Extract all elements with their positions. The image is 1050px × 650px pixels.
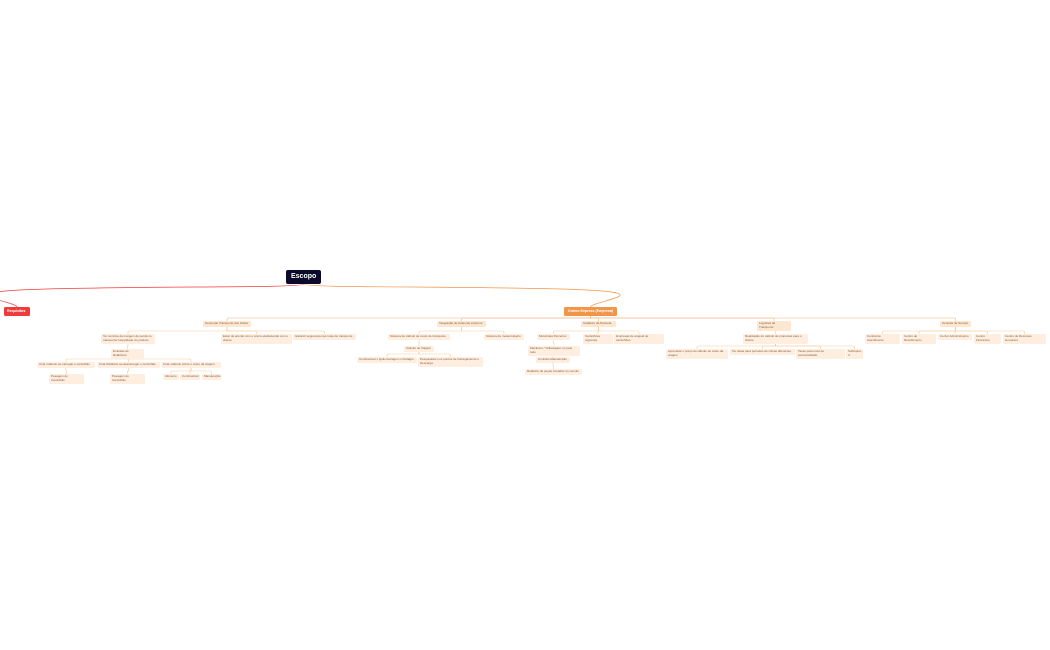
connector-line	[775, 344, 855, 349]
subtopic-mecanico[interactable]: Mecânico / Volkswagen no país todo	[528, 346, 580, 356]
subtopic-rel-carregar[interactable]: Criar relatório ao carregar o caminhão	[37, 362, 95, 368]
subtopic-prazo[interactable]: Estar de acordo com o prazo estabelecido…	[221, 334, 292, 344]
subtopic-pesagem[interactable]: Pesagem do Caminhão	[49, 374, 84, 384]
topic-gerenciar-transporte[interactable]: Gerenciar Transporte dos Grãos	[203, 321, 251, 327]
connector-line	[552, 363, 554, 369]
topic-centrais-servico[interactable]: Centrais de Serviço	[940, 321, 971, 327]
subtopic-calculo-custo[interactable]: Sistema de cálculo de custo de transport…	[388, 334, 450, 340]
subtopic-combustivel[interactable]: Combustível	[180, 374, 200, 380]
subtopic-centro-rh[interactable]: Centro de Recursos Humanos	[1003, 334, 1046, 344]
subtopic-pesquisador[interactable]: Pesquisador nos pontos de Carregamento e…	[418, 357, 483, 367]
connector-line	[127, 358, 192, 362]
subtopic-centro-administrativo[interactable]: Centro Administrativo	[938, 334, 972, 340]
connector-line	[598, 327, 640, 334]
subtopic-empresas-aluguel[interactable]: Empresas de aluguel de caminhões	[614, 334, 664, 344]
connector-line	[189, 368, 192, 374]
subtopic-4[interactable]: Subtópico 4	[846, 349, 863, 359]
topic-ordem-express[interactable]: Ordem Express (Empresa)	[564, 307, 617, 316]
subtopic-relatorios[interactable]: Emissão de Relatórios	[111, 349, 144, 359]
subtopic-relatorio-pecas[interactable]: Relatório de peças trocadas no veículo	[525, 369, 582, 375]
connector-line	[127, 327, 228, 334]
connector-line	[774, 330, 776, 334]
connector-line	[882, 327, 956, 334]
connector-line	[170, 368, 192, 374]
connector-line	[955, 327, 988, 334]
connector-line	[226, 316, 591, 321]
connector-line	[590, 316, 956, 321]
connector-line	[190, 368, 212, 374]
topic-cadastro[interactable]: Cadastro da Parceria	[581, 321, 616, 327]
connector-line	[918, 327, 956, 334]
connector-line	[65, 358, 128, 362]
connector-line	[418, 327, 462, 334]
connector-line	[386, 352, 420, 357]
connector-line	[461, 327, 505, 334]
connector-line	[553, 327, 599, 334]
connector-line	[65, 368, 67, 374]
connector-line	[461, 316, 591, 321]
connector-line	[590, 316, 775, 321]
connector-line	[226, 327, 257, 334]
subtopic-rel-descarregar[interactable]: Criar Relatório ao descarregar o caminhã…	[97, 362, 160, 368]
topic-requisitos[interactable]: Requisitos	[4, 307, 30, 316]
connector-line	[127, 344, 129, 349]
subtopic-manutencao[interactable]: Manutenção	[202, 374, 221, 380]
connector-line	[955, 327, 1025, 334]
subtopic-calculo-viagem[interactable]: Cálculo de Viagem	[404, 346, 434, 352]
connector-line	[226, 327, 325, 334]
subtopic-combustivel-km[interactable]: Combustível x Quilometragem x Pedágio	[357, 357, 417, 363]
connector-line	[762, 344, 776, 349]
subtopic-margem-perda[interactable]: Ter controle da margem de perda no trans…	[101, 334, 155, 344]
subtopic-centro-recebimento[interactable]: Centro de Recebimento	[902, 334, 936, 344]
subtopic-meteorologico[interactable]: Sistema de meteorológico	[484, 334, 524, 340]
connector-line	[303, 283, 621, 308]
subtopic-taxas-clima[interactable]: Ter taxas para períodos de climas difere…	[730, 349, 795, 355]
connector-line	[696, 344, 776, 349]
subtopic-aproveitar-preco[interactable]: Aproveitar o preço do cálculo do custo d…	[666, 349, 728, 359]
subtopic-taxas-periculosidade[interactable]: Taxas para nível de periculosidade	[796, 349, 845, 359]
root-topic[interactable]: Escopo	[286, 270, 321, 284]
topic-logistica[interactable]: Logística de Transporte	[757, 321, 791, 331]
subtopic-alimento[interactable]: Alimento	[163, 374, 179, 380]
connector-line	[418, 352, 451, 357]
subtopic-central-atendimento[interactable]: Central de Atendimento	[865, 334, 900, 344]
subtopic-pesagem[interactable]: Pesagem do Caminhão	[110, 374, 145, 384]
topic-integracao[interactable]: Integração de sistemas externos	[437, 321, 486, 327]
subtopic-caminhoes[interactable]: Caminhões regionais	[583, 334, 613, 344]
subtopic-contrato[interactable]: Contrato Manutenção	[536, 357, 570, 363]
connector-line	[127, 368, 129, 374]
subtopic-rel-custo[interactable]: Criar relatório sobre o custo da viagem	[161, 362, 221, 368]
subtopic-realizacao-calculo[interactable]: Realização do cálculo de propostas para …	[743, 334, 808, 344]
connector-line	[0, 283, 304, 308]
subtopic-centro-financeiro[interactable]: Centro Financeiro	[974, 334, 1001, 344]
subtopic-seguranca[interactable]: Garantir segurança nas rotas de transpor…	[293, 334, 356, 340]
connector-line	[553, 340, 555, 346]
subtopic-motoristas[interactable]: Motoristas Parceiros	[537, 334, 570, 340]
